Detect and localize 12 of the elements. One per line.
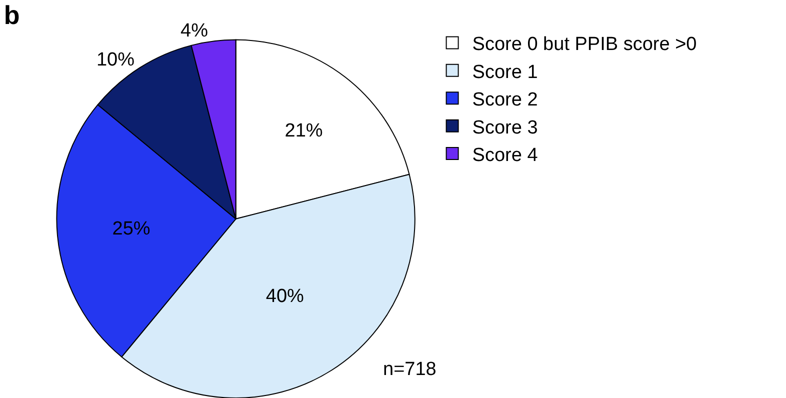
legend-label: Score 4	[472, 144, 538, 166]
data-label: 4%	[180, 20, 208, 42]
data-label: 25%	[112, 218, 150, 240]
text: n=718	[383, 359, 436, 380]
data-label: 40%	[266, 286, 304, 307]
data-label: 21%	[284, 120, 323, 142]
chart-title: b	[4, 0, 20, 30]
legend-label: Score 2	[472, 90, 538, 111]
legend-label: Score 0 but PPIB score >0	[472, 34, 697, 56]
data-label: 10%	[96, 50, 135, 71]
legend-label: Score 1	[472, 62, 538, 83]
legend-label: Score 3	[472, 117, 538, 138]
